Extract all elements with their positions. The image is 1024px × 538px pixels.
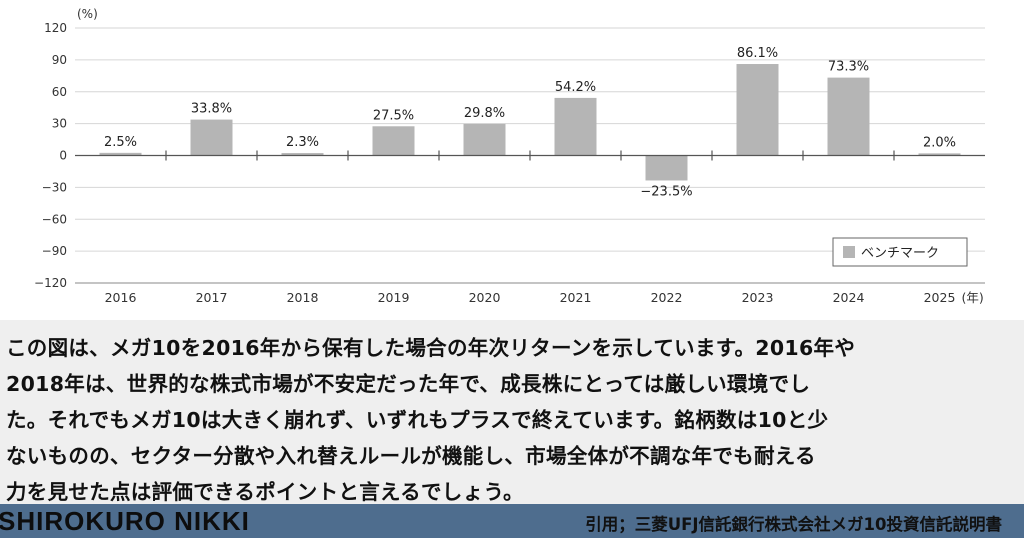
x-tick-label: 2022 [651,290,683,305]
data-label: 54.2% [555,80,596,95]
brand-logo-text: SHIROKURO NIKKI [0,506,250,536]
y-tick-label: 60 [52,85,67,99]
y-tick-label: −120 [34,276,67,290]
x-tick-label: 2017 [196,290,228,305]
bar [827,77,870,156]
legend-label: ベンチマーク [861,246,939,261]
data-label: −23.5% [640,184,692,199]
y-tick-label: 120 [44,21,67,35]
y-unit-label: (%) [77,7,98,21]
x-tick-label: 2016 [105,290,137,305]
bar [281,153,324,156]
caption-line: この図は、メガ10を2016年から保有した場合の年次リターンを示しています。20… [6,336,856,360]
caption-line: 力を見せた点は評価できるポイントと言えるでしょう。 [6,480,524,504]
data-label: 86.1% [737,46,778,61]
y-tick-label: 0 [59,149,67,163]
x-tick-label: 2024 [833,290,865,305]
data-label: 29.8% [464,106,505,121]
y-tick-label: 30 [52,117,67,131]
footer-bar: SHIROKURO NIKKI 引用；三菱UFJ信託銀行株式会社メガ10投資信託… [0,504,1024,538]
y-tick-label: 90 [52,53,67,67]
legend-swatch [843,246,855,258]
legend-box [832,237,968,267]
bar [645,155,688,181]
x-tick-label: 2021 [560,290,592,305]
data-label: 33.8% [191,102,232,117]
caption-text: この図は、メガ10を2016年から保有した場合の年次リターンを示しています。20… [0,320,1024,504]
chart-svg: 120 90 60 30 0 −30 −60 −90 −120 (%) 2.5% 33.8% 2.3% 2… [34,7,985,305]
data-label: 2.3% [286,135,319,150]
y-tick-label: −60 [42,212,67,226]
x-tick-label: 2023 [742,290,774,305]
source-citation: 引用；三菱UFJ信託銀行株式会社メガ10投資信託説明書 [585,515,1002,534]
benchmark-annual-return-chart: 120 90 60 30 0 −30 −60 −90 −120 (%) 2.5% 33.8% 2.3% 2… [34,7,985,305]
bar [918,153,961,156]
y-tick-label: −30 [42,180,67,194]
bar [463,123,506,156]
data-label: 2.0% [923,135,956,150]
caption-line: た。それでもメガ10は大きく崩れず、いずれもプラスで終えています。銘柄数は10と… [6,408,829,432]
data-label: 2.5% [104,135,137,150]
bar [372,126,415,156]
bar [99,152,142,156]
bar [736,64,779,156]
x-tick-label: 2020 [469,290,501,305]
caption-line: 2018年は、世界的な株式市場が不安定だった年で、成長株にとっては厳しい環境でし [6,372,811,396]
x-unit-label: (年) [962,290,984,305]
x-tick-label: 2025 [924,290,956,305]
x-tick-label: 2018 [287,290,319,305]
data-label: 27.5% [373,108,414,123]
y-tick-label: −90 [42,244,67,258]
x-tick-label: 2019 [378,290,410,305]
caption-line: ないものの、セクター分散や入れ替えルールが機能し、市場全体が不調な年でも耐える [6,444,816,468]
bar [554,97,597,156]
bar [190,119,233,156]
data-label: 73.3% [828,60,869,75]
